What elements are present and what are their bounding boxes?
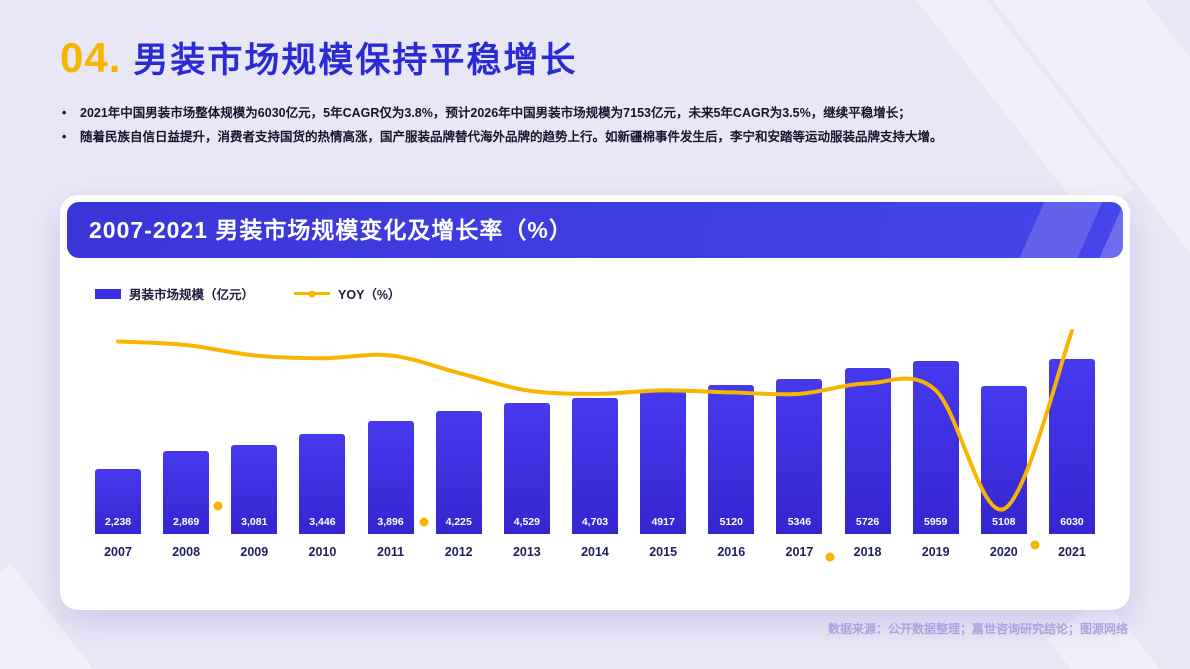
- bar-2011: 3,896: [367, 421, 414, 534]
- bar-value-label: 3,081: [241, 516, 268, 528]
- bar-value-label: 5108: [992, 516, 1016, 528]
- legend-item-line: YOY（%）: [294, 284, 401, 303]
- year-label: 2017: [785, 545, 814, 559]
- chart-card-header: 2007-2021 男装市场规模变化及增长率（%）: [67, 202, 1123, 258]
- year-label: 2018: [853, 545, 882, 559]
- decor-ring-icon: [419, 517, 429, 527]
- chart-column: 3,081: [231, 445, 278, 534]
- year-label: 2011: [377, 545, 405, 559]
- data-source-note: 数据来源：公开数据整理；嘉世咨询研究结论；图源网络: [827, 622, 1128, 636]
- bar-value-label: 4,529: [513, 516, 540, 528]
- page-title: 男装市场规模保持平稳增长: [133, 41, 578, 80]
- chart-card: 2007-2021 男装市场规模变化及增长率（%） 男装市场规模（亿元） YOY…: [60, 195, 1130, 610]
- year-label: 2013: [512, 545, 541, 559]
- year-label: 2020: [989, 545, 1018, 559]
- bar-2009: 3,081: [231, 445, 278, 534]
- chart-column: 5959: [912, 361, 959, 534]
- legend-line-label: YOY（%）: [338, 288, 401, 302]
- year-label: 2019: [921, 545, 950, 559]
- bullet-item-2: 随着民族自信日益提升，消费者支持国货的热情高涨，国产服装品牌替代海外品牌的趋势上…: [58, 125, 1148, 150]
- chart-column: 6030: [1048, 359, 1095, 534]
- chart-column: 4,703: [571, 398, 618, 534]
- bar-value-label: 4,225: [445, 516, 472, 528]
- bar-2013: 4,529: [503, 403, 550, 534]
- bar-value-label: 5959: [924, 516, 948, 528]
- bar-2015: 4917: [640, 391, 687, 534]
- bar-2019: 5959: [912, 361, 959, 534]
- chart-column: 3,446: [299, 434, 346, 534]
- year-label: 2010: [308, 545, 337, 559]
- chart-column: 5726: [844, 368, 891, 534]
- year-label: 2014: [581, 545, 609, 559]
- bar-value-label: 4917: [651, 516, 675, 528]
- chart-column: 5346: [776, 379, 823, 534]
- bar-2016: 5120: [708, 385, 755, 534]
- chart-title: 2007-2021 男装市场规模变化及增长率（%）: [89, 217, 573, 243]
- bar-2017: 5346: [776, 379, 823, 534]
- year-label: 2021: [1058, 545, 1086, 559]
- bar-2018: 5726: [844, 368, 891, 534]
- chart-column: 5108: [980, 386, 1027, 534]
- slide-title: 04. 男装市场规模保持平稳增长: [0, 0, 1190, 83]
- legend-bar-label: 男装市场规模（亿元）: [129, 288, 255, 302]
- year-label: 2009: [240, 545, 269, 559]
- chart-plot-area: 2,238 2,869 3,081 3,446 3,896 4,225 4,529 4,703…: [95, 319, 1095, 564]
- chart-column: 4,225: [435, 411, 482, 534]
- line-series-swatch: [294, 290, 331, 297]
- chart-column: 4917: [640, 391, 687, 534]
- decor-ring-icon: [825, 552, 835, 562]
- decor-ring-icon: [1030, 540, 1040, 550]
- chart-column: 4,529: [503, 403, 550, 534]
- bar-2010: 3,446: [299, 434, 346, 534]
- decor-ring-icon: [213, 501, 223, 511]
- bar-2007: 2,238: [95, 469, 141, 534]
- year-label: 2016: [717, 545, 746, 559]
- bar-2020: 5108: [980, 386, 1027, 534]
- year-label: 2012: [444, 545, 473, 559]
- years-row: 2007 2008 2009 2010 2011 2012 2013 2014 2015 2016…: [95, 545, 1095, 559]
- chart-column: 2,238: [95, 469, 141, 534]
- year-label: 2007: [104, 545, 132, 559]
- bar-value-label: 4,703: [581, 516, 609, 528]
- bullet-list: 2021年中国男装市场整体规模为6030亿元，5年CAGR仅为3.8%，预计20…: [58, 101, 1148, 150]
- year-label: 2015: [649, 545, 678, 559]
- bar-2008: 2,869: [163, 451, 210, 534]
- bar-2012: 4,225: [435, 411, 482, 534]
- legend-item-bar: 男装市场规模（亿元）: [95, 284, 254, 303]
- bar-value-label: 6030: [1060, 516, 1084, 528]
- bar-value-label: 5346: [787, 516, 812, 528]
- bar-value-label: 3,446: [309, 516, 336, 528]
- bar-value-label: 2,238: [104, 516, 132, 528]
- chart-column: 5120: [708, 385, 755, 534]
- bars-row: 2,238 2,869 3,081 3,446 3,896 4,225 4,529 4,703…: [95, 319, 1095, 534]
- bullet-item-1: 2021年中国男装市场整体规模为6030亿元，5年CAGR仅为3.8%，预计20…: [58, 101, 1148, 126]
- bar-value-label: 2,869: [173, 516, 200, 528]
- line-marker-icon: [308, 290, 316, 297]
- bar-value-label: 5726: [855, 516, 880, 528]
- chart-column: 3,896: [367, 421, 414, 534]
- year-label: 2008: [172, 545, 201, 559]
- bar-series-swatch: [95, 288, 121, 299]
- bar-2014: 4,703: [571, 398, 618, 534]
- chart-legend: 男装市场规模（亿元） YOY（%）: [95, 284, 1130, 303]
- bar-value-label: 3,896: [377, 516, 404, 528]
- bar-value-label: 5120: [719, 516, 743, 528]
- bar-2021: 6030: [1048, 359, 1095, 534]
- slide-number: 04.: [60, 34, 122, 81]
- chart-column: 2,869: [163, 451, 210, 534]
